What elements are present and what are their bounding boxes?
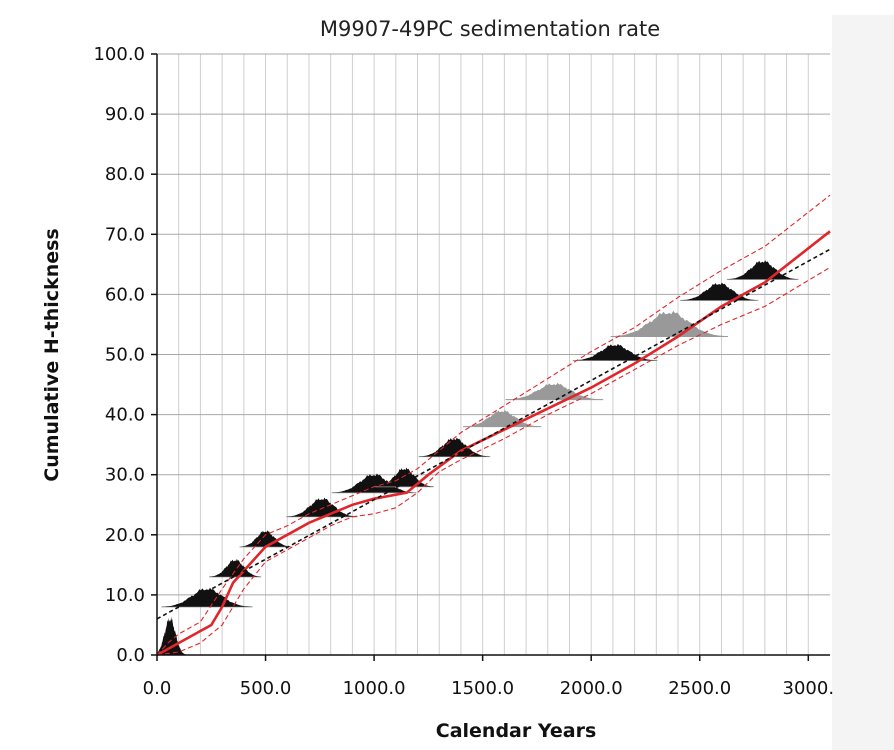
series-lines <box>156 194 831 657</box>
y-tick-label: 100.0 <box>93 44 145 65</box>
y-axis-label: Cumulative H-thickness <box>41 228 63 481</box>
age-distribution <box>209 558 262 577</box>
age-distribution <box>239 530 292 547</box>
y-tick-label: 70.0 <box>105 224 145 245</box>
y-tick-label: 50.0 <box>105 345 145 366</box>
upper-bound-line <box>156 194 831 656</box>
y-tick-label: 10.0 <box>105 585 145 606</box>
age-distribution <box>726 260 799 280</box>
trend-line <box>156 248 831 620</box>
x-tick-label: 1000.0 <box>343 678 406 699</box>
x-tick-label: 2000.0 <box>560 678 623 699</box>
y-tick-label: 40.0 <box>105 405 145 426</box>
age-model-line <box>156 230 831 657</box>
age-distribution <box>610 310 728 337</box>
y-tick-label: 60.0 <box>105 284 145 305</box>
y-tick-label: 90.0 <box>105 104 145 125</box>
x-tick-label: 0.0 <box>143 678 172 699</box>
y-tick-label: 80.0 <box>105 164 145 185</box>
lower-bound-line <box>156 266 831 656</box>
y-tick-label: 0.0 <box>116 645 145 666</box>
chart-title: M9907-49PC sedimentation rate <box>320 17 660 41</box>
age-distribution <box>331 473 417 493</box>
age-distribution <box>505 382 604 400</box>
right-margin-panel <box>832 15 894 750</box>
x-axis-label: Calendar Years <box>436 720 597 742</box>
x-tick-label: 1500.0 <box>451 678 514 699</box>
age-distributions <box>157 260 799 656</box>
x-tick-label: 500.0 <box>240 678 292 699</box>
x-tick-label: 2500.0 <box>668 678 731 699</box>
x-tick-label: 3000. <box>783 678 835 699</box>
age-distribution <box>286 497 358 517</box>
x-axis-ticks: 0.0 500.0 1000.0 1500.0 2000.0 2500.0 3000. <box>143 655 834 699</box>
age-distribution <box>157 616 187 655</box>
y-tick-label: 30.0 <box>105 465 145 486</box>
age-distribution <box>161 587 253 607</box>
major-gridlines <box>157 53 830 596</box>
age-distribution <box>418 437 491 457</box>
y-axis-ticks: 0.0 10.0 20.0 30.0 40.0 50.0 60.0 70.0 80.0 90.0 1… <box>93 44 157 666</box>
y-tick-label: 20.0 <box>105 525 145 546</box>
